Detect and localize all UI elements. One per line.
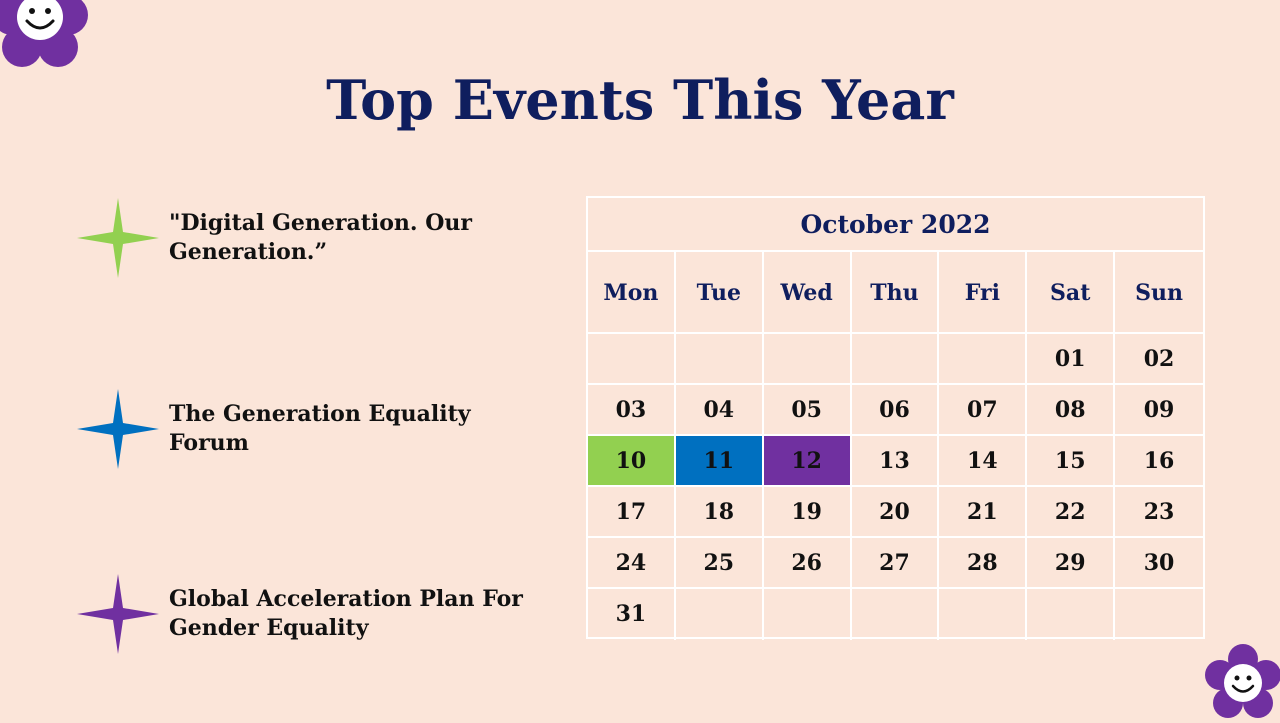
calendar-day: 17: [588, 487, 676, 538]
calendar-empty-cell: [939, 589, 1028, 640]
calendar-day: 01: [1027, 334, 1116, 385]
weekday-header: Fri: [939, 252, 1028, 334]
calendar-day: 21: [939, 487, 1028, 538]
smiley-flower-top-left-icon: [0, 0, 88, 67]
calendar-day: 05: [763, 385, 852, 436]
calendar-day: 02: [1115, 334, 1203, 385]
event-item: The Generation Equality Forum: [77, 389, 547, 479]
calendar-day: 20: [851, 487, 940, 538]
four-point-star-icon: [77, 574, 159, 654]
event-label: Global Acceleration Plan For Gender Equa…: [169, 586, 523, 641]
weekday-header: Thu: [851, 252, 940, 334]
weekday-header: Sat: [1027, 252, 1116, 334]
calendar: October 2022 Mon Tue Wed Thu Fri Sat Sun 01 02 03…: [586, 196, 1205, 640]
calendar-day: 06: [851, 385, 940, 436]
weekday-header: Tue: [675, 252, 764, 334]
weekday-header: Wed: [763, 252, 852, 334]
calendar-day: 19: [763, 487, 852, 538]
weekday-header: Sun: [1115, 252, 1203, 334]
calendar-empty-cell: [939, 334, 1028, 385]
calendar-day: 15: [1027, 436, 1116, 487]
calendar-day: 23: [1115, 487, 1203, 538]
calendar-empty-cell: [763, 334, 852, 385]
calendar-day: 28: [939, 538, 1028, 589]
calendar-day: 30: [1115, 538, 1203, 589]
calendar-day: 16: [1115, 436, 1203, 487]
calendar-day: 22: [1027, 487, 1116, 538]
calendar-day: 18: [675, 487, 764, 538]
calendar-day: 12: [763, 436, 852, 487]
calendar-day: 13: [851, 436, 940, 487]
calendar-empty-cell: [588, 334, 676, 385]
calendar-day: 09: [1115, 385, 1203, 436]
calendar-day: 07: [939, 385, 1028, 436]
smiley-flower-bottom-right-icon: [1205, 644, 1280, 718]
calendar-empty-cell: [764, 589, 852, 640]
calendar-empty-cell: [676, 589, 764, 640]
calendar-day: 29: [1027, 538, 1116, 589]
calendar-day: 03: [588, 385, 676, 436]
calendar-day: 31: [588, 589, 676, 640]
event-item: "Digital Generation. Our Generation.”: [77, 198, 547, 288]
calendar-day: 25: [675, 538, 764, 589]
calendar-empty-cell: [852, 589, 940, 640]
calendar-day: 24: [588, 538, 676, 589]
calendar-empty-cell: [1115, 589, 1203, 640]
calendar-day: 10: [588, 436, 676, 487]
calendar-empty-cell: [675, 334, 764, 385]
weekday-header: Mon: [588, 252, 676, 334]
calendar-day: 08: [1027, 385, 1116, 436]
four-point-star-icon: [77, 389, 159, 469]
calendar-month: October 2022: [588, 198, 1203, 252]
event-label: "Digital Generation. Our Generation.”: [169, 210, 472, 265]
four-point-star-icon: [77, 198, 159, 278]
page-title: Top Events This Year: [326, 68, 954, 132]
calendar-grid: Mon Tue Wed Thu Fri Sat Sun 01 02 03 04 05 06 07 08 09 1…: [588, 252, 1203, 640]
calendar-empty-cell: [851, 334, 940, 385]
calendar-day: 26: [763, 538, 852, 589]
calendar-day: 14: [939, 436, 1028, 487]
calendar-day: 04: [675, 385, 764, 436]
calendar-day: 27: [851, 538, 940, 589]
calendar-empty-cell: [1027, 589, 1116, 640]
calendar-day: 11: [675, 436, 764, 487]
event-item: Global Acceleration Plan For Gender Equa…: [77, 574, 547, 664]
event-label: The Generation Equality Forum: [169, 401, 471, 456]
